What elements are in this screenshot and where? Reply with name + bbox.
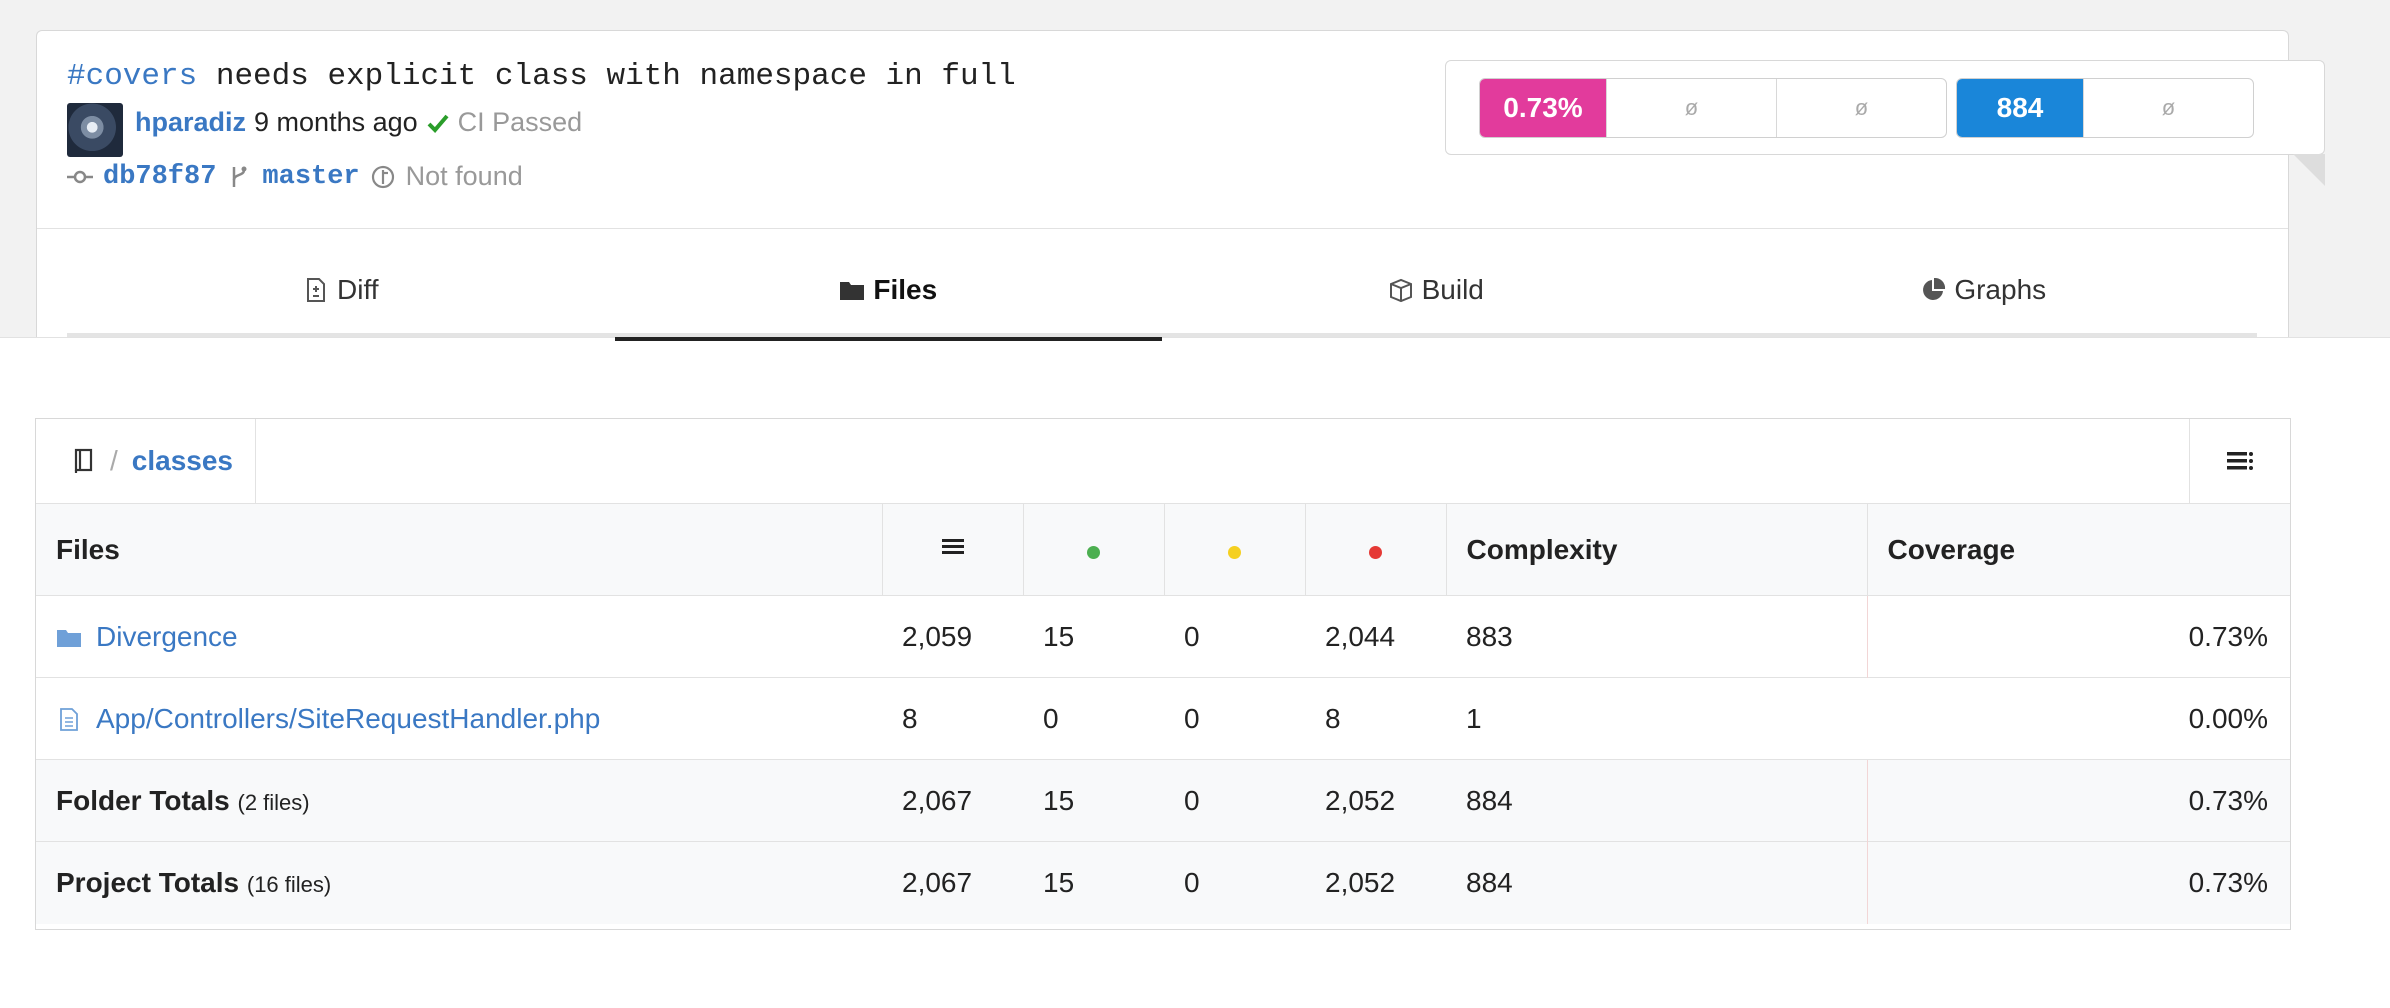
misses-column-header[interactable]: [1304, 503, 1446, 596]
commit-message: #covers needs explicit class with namesp…: [67, 59, 1016, 94]
totals-count: (16 files): [246, 871, 332, 897]
branch-link[interactable]: master: [262, 161, 360, 192]
totals-label-cell: Folder Totals (2 files): [36, 759, 882, 842]
folder-icon: [57, 629, 81, 647]
file-link[interactable]: App/Controllers/SiteRequestHandler.php: [96, 702, 601, 734]
file-diff-icon: [307, 278, 325, 302]
complexity-cell: 883: [1446, 595, 1867, 678]
complexity-cell: 884: [1446, 841, 1867, 924]
coverage-badge-group: 0.73% ø ø: [1479, 78, 1947, 138]
tab-files-label: Files: [873, 274, 938, 305]
hits-cell: 15: [1023, 595, 1164, 678]
folder-totals-row: Folder Totals (2 files) 2,067 15 0 2,052…: [36, 759, 2290, 842]
misses-cell: 2,052: [1305, 841, 1446, 924]
tab-graphs[interactable]: Graphs: [1710, 259, 2258, 321]
lines-cell: 8: [882, 677, 1023, 760]
complexity-column-header[interactable]: Complexity: [1445, 503, 1867, 596]
commit-icon: [67, 170, 93, 183]
misses-cell: 8: [1305, 677, 1446, 760]
complexity-change-badge: ø: [2083, 79, 2253, 137]
partials-cell: 0: [1164, 841, 1305, 924]
folder-icon: [840, 282, 865, 300]
coverage-cell: 0.73%: [1866, 841, 2290, 924]
tab-build-label: Build: [1421, 274, 1484, 305]
tab-files[interactable]: Files: [614, 259, 1163, 341]
coverage-column-header[interactable]: Coverage: [1866, 503, 2290, 596]
header-divider: [37, 228, 2288, 229]
table-header-row: Files Complexity Coverage: [36, 503, 2290, 596]
commit-meta: db78f87 master Not found: [67, 161, 523, 192]
tab-diff-label: Diff: [337, 274, 379, 305]
hits-column-header[interactable]: [1022, 503, 1164, 596]
partials-cell: 0: [1164, 759, 1305, 842]
misses-cell: 2,044: [1305, 595, 1446, 678]
hits-cell: 0: [1023, 677, 1164, 760]
complexity-badge-group: 884 ø: [1956, 78, 2254, 138]
partials-column-header[interactable]: [1163, 503, 1305, 596]
display-options-button[interactable]: [2189, 419, 2290, 503]
check-icon: [427, 114, 449, 133]
files-column-header[interactable]: Files: [36, 503, 882, 596]
project-totals-row: Project Totals (16 files) 2,067 15 0 2,0…: [36, 841, 2290, 924]
row-name-cell: App/Controllers/SiteRequestHandler.php: [36, 677, 882, 760]
hits-cell: 15: [1023, 759, 1164, 842]
lines-column-header[interactable]: [881, 503, 1023, 596]
partials-cell: 0: [1164, 677, 1305, 760]
list-menu-icon: [2227, 452, 2253, 470]
coverage-badge[interactable]: 0.73%: [1480, 79, 1606, 137]
commit-sha-link[interactable]: db78f87: [103, 161, 217, 192]
author-line: hparadiz 9 months ago CI Passed: [135, 107, 582, 138]
complexity-badge[interactable]: 884: [1957, 79, 2083, 137]
lines-cell: 2,059: [882, 595, 1023, 678]
row-name-cell: Divergence: [36, 595, 882, 678]
file-table-card: / classes Files Complexity Coverage Dive…: [35, 418, 2291, 930]
complexity-cell: 884: [1446, 759, 1867, 842]
partial-dot-icon: [1228, 545, 1241, 559]
breadcrumb-current[interactable]: classes: [131, 445, 233, 476]
repo-book-icon[interactable]: [72, 448, 96, 474]
coverage-badges: 0.73% ø ø 884 ø: [1445, 60, 2325, 186]
totals-label-cell: Project Totals (16 files): [36, 841, 882, 924]
pull-request-icon: [371, 165, 394, 188]
tab-graphs-label: Graphs: [1954, 274, 2047, 305]
lines-cell: 2,067: [882, 759, 1023, 842]
pie-chart-icon: [1923, 277, 1946, 300]
coverage-diff-badge: ø: [1776, 79, 1946, 137]
folder-link[interactable]: Divergence: [96, 620, 238, 652]
totals-count: (2 files): [237, 789, 310, 815]
box-icon: [1389, 278, 1412, 303]
branch-icon: [233, 166, 247, 187]
tab-diff[interactable]: Diff: [67, 259, 615, 321]
breadcrumb: / classes: [36, 419, 256, 503]
hits-cell: 15: [1023, 841, 1164, 924]
ci-status[interactable]: CI Passed: [457, 107, 583, 137]
complexity-cell: 1: [1446, 677, 1867, 760]
lines-cell: 2,067: [882, 841, 1023, 924]
misses-cell: 2,052: [1305, 759, 1446, 842]
commit-tag-link[interactable]: #covers: [67, 59, 198, 94]
table-row: App/Controllers/SiteRequestHandler.php 8…: [36, 677, 2290, 760]
miss-dot-icon: [1369, 545, 1382, 559]
tab-bar: Diff Files Build Graphs: [67, 271, 2257, 341]
coverage-cell: 0.00%: [1867, 677, 2290, 760]
avatar[interactable]: [67, 103, 123, 157]
author-link[interactable]: hparadiz: [135, 107, 247, 137]
hit-dot-icon: [1087, 545, 1100, 559]
breadcrumb-separator: /: [110, 445, 118, 476]
totals-label: Project Totals: [56, 866, 240, 898]
coverage-change-badge: ø: [1606, 79, 1776, 137]
file-icon: [60, 707, 78, 731]
lines-icon: [941, 539, 964, 554]
files-table: Files Complexity Coverage Divergence 2,0…: [36, 503, 2290, 924]
table-row: Divergence 2,059 15 0 2,044 883 0.73%: [36, 595, 2290, 678]
commit-message-text: needs explicit class with namespace in f…: [197, 59, 1016, 94]
partials-cell: 0: [1164, 595, 1305, 678]
coverage-cell: 0.73%: [1866, 595, 2290, 678]
tab-build[interactable]: Build: [1162, 259, 1710, 321]
commit-time: 9 months ago: [254, 107, 418, 137]
coverage-cell: 0.73%: [1866, 759, 2290, 842]
totals-label: Folder Totals: [56, 784, 230, 816]
pr-status: Not found: [405, 161, 523, 191]
